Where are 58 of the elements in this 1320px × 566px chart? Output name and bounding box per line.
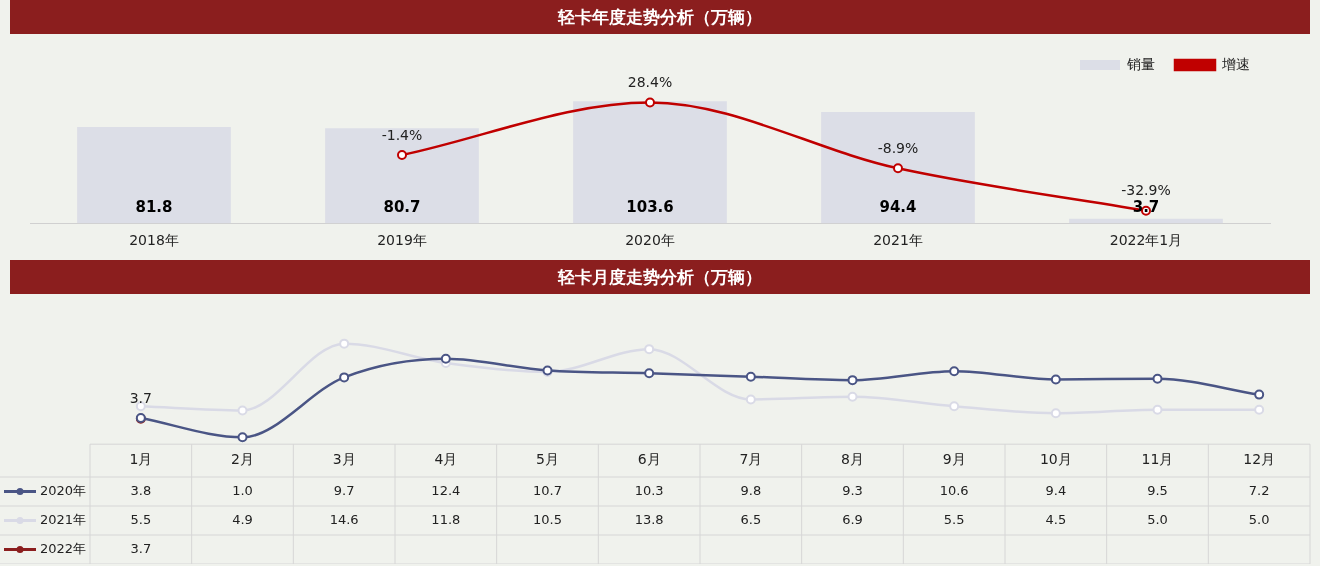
data-label: 12.4 [431,482,461,498]
x-tick-label: 2021年 [873,232,923,249]
data-label: 14.6 [329,511,359,527]
chart-title: 轻卡年度走势分析（万辆） [10,0,1310,34]
x-tick-label: 6月 [637,451,661,468]
x-tick-label: 12月 [1243,451,1276,468]
data-label: 9.4 [1045,482,1067,498]
data-label: 103.6 [626,197,674,216]
chart-title: 轻卡月度走势分析（万辆） [10,260,1310,294]
data-label: 5.5 [943,511,965,527]
x-tick-label: 11月 [1141,451,1174,468]
data-label: 10.7 [533,482,562,498]
data-label: 4.5 [1045,511,1067,527]
x-tick-label: 2019年 [377,232,427,249]
data-label: 9.7 [333,482,355,498]
x-tick-label: 2018年 [129,232,179,249]
data-label: 6.9 [842,511,863,527]
data-label: 28.4% [627,74,673,91]
data-label: 94.4 [879,197,917,216]
legend-label: 销量 [1126,55,1155,72]
data-label: 9.5 [1147,482,1168,498]
data-label: 81.8 [135,197,173,216]
data-label: 5.0 [1248,511,1270,527]
data-label: 80.7 [383,197,421,216]
data-label: 7.2 [1248,482,1270,498]
x-tick-label: 2月 [231,451,254,468]
x-tick-label: 8月 [841,451,864,468]
data-label: 10.3 [634,482,664,498]
legend-label: 2022年 [40,540,87,556]
data-label: 6.5 [740,511,762,527]
x-tick-label: 5月 [536,451,559,468]
legend-label: 2020年 [40,482,87,498]
legend-label: 增速 [1221,55,1250,72]
data-label: 3.7 [129,390,152,407]
data-label: 1.0 [232,482,253,498]
text: 3.7 [130,540,152,556]
data-label: 5.0 [1147,511,1168,527]
x-tick-label: 4月 [434,451,458,468]
data-label: -8.9% [877,139,919,156]
data-label: 4.9 [232,511,253,527]
data-label: 5.5 [130,511,152,527]
data-label: -1.4% [381,126,423,143]
x-tick-label: 9月 [942,451,966,468]
data-label: 9.3 [842,482,863,498]
x-tick-label: 1月 [129,451,153,468]
data-label: 10.6 [939,482,969,498]
data-label: 9.8 [740,482,762,498]
data-label: 3.8 [130,482,152,498]
x-tick-label: 3月 [332,451,356,468]
data-label: -32.9% [1121,182,1171,199]
legend-label: 2021年 [40,511,87,527]
data-label: 10.5 [533,511,562,527]
x-tick-label: 2020年 [625,232,675,249]
data-label: 11.8 [431,511,461,527]
x-tick-label: 7月 [739,451,763,468]
data-label: 13.8 [634,511,664,527]
x-tick-label: 2022年1月 [1109,232,1183,249]
x-tick-label: 10月 [1039,451,1072,468]
